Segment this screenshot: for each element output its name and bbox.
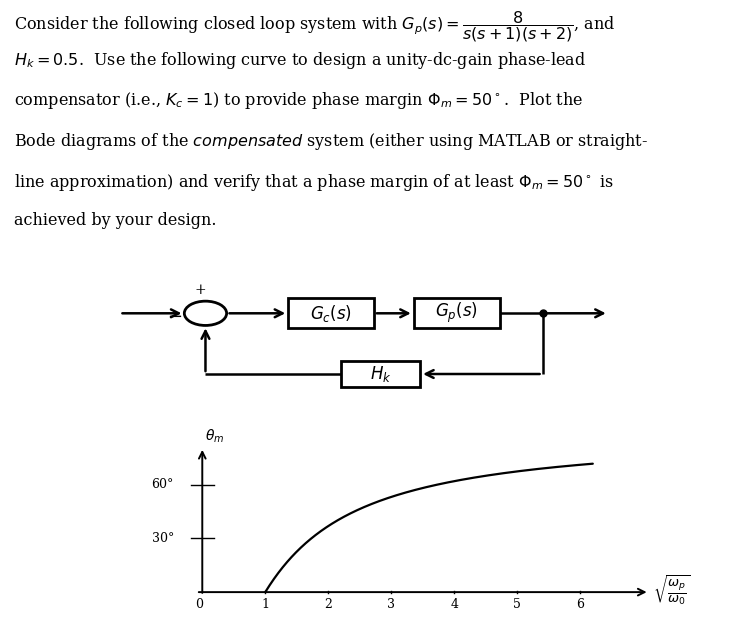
Bar: [288, 298, 374, 328]
Text: $\sqrt{\dfrac{\omega_p}{\omega_0}}$: $\sqrt{\dfrac{\omega_p}{\omega_0}}$: [653, 573, 689, 607]
Text: $H_k$: $H_k$: [369, 364, 391, 384]
Text: 2: 2: [324, 598, 332, 611]
Text: 1: 1: [261, 598, 270, 611]
Text: 60°: 60°: [152, 478, 174, 491]
Text: $G_c(s)$: $G_c(s)$: [310, 303, 352, 324]
Text: Consider the following closed loop system with $G_p(s) = \dfrac{8}{s(s+1)(s+2)}$: Consider the following closed loop syste…: [14, 9, 615, 44]
Text: line approximation) and verify that a phase margin of at least $\Phi_m = 50^\cir: line approximation) and verify that a ph…: [14, 172, 614, 193]
Bar: [341, 361, 421, 388]
Text: compensator (i.e., $K_c = 1$) to provide phase margin $\Phi_m = 50^\circ$.  Plot: compensator (i.e., $K_c = 1$) to provide…: [14, 90, 583, 111]
Text: 30°: 30°: [152, 532, 174, 545]
Text: 5: 5: [513, 598, 521, 611]
Text: 3: 3: [388, 598, 395, 611]
Text: 0: 0: [195, 598, 203, 611]
Text: achieved by your design.: achieved by your design.: [14, 212, 216, 229]
Bar: [414, 298, 499, 328]
Text: $H_k = 0.5$.  Use the following curve to design a unity-dc-gain phase-lead: $H_k = 0.5$. Use the following curve to …: [14, 50, 586, 71]
Text: −: −: [167, 308, 182, 326]
Text: $G_p(s)$: $G_p(s)$: [435, 301, 478, 325]
Text: 4: 4: [451, 598, 458, 611]
Text: 6: 6: [576, 598, 584, 611]
Text: Bode diagrams of the $\mathit{compensated}$ system (either using MATLAB or strai: Bode diagrams of the $\mathit{compensate…: [14, 131, 647, 152]
Text: $\theta_m$: $\theta_m$: [206, 428, 225, 445]
Text: +: +: [195, 282, 206, 297]
